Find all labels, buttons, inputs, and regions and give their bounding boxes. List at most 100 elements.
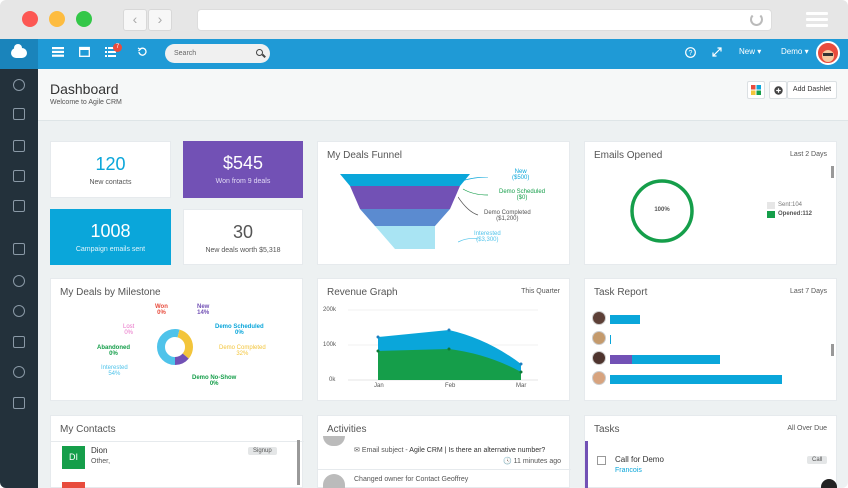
analytics-icon[interactable] [13,397,25,409]
contact-row[interactable]: DI Dion Other, Signup [59,446,297,476]
stat-value: 30 [232,222,254,242]
contact-tag[interactable]: Signup [248,447,277,455]
activities-dashlet: Activities ✉ Email subject - Agile CRM |… [317,415,571,488]
campaigns-icon[interactable] [13,243,25,255]
task-report-row[interactable] [592,311,822,325]
revenue-graph-dashlet: Revenue Graph This Quarter 200k 100k 0k … [317,278,570,401]
address-bar[interactable] [197,9,772,31]
dashlet-title: My Deals by Milestone [60,287,161,298]
reports-icon[interactable] [13,336,25,348]
stat-value: 1008 [90,221,131,241]
task-person[interactable]: Francois [615,467,642,474]
contacts-icon[interactable] [13,79,25,91]
task-report-row[interactable] [592,331,822,345]
task-checkbox[interactable] [597,456,606,465]
minimize-window-button[interactable] [49,11,65,27]
documents-icon[interactable] [13,200,25,212]
social-icon[interactable] [13,275,25,287]
y-tick-200k: 200k [323,307,337,313]
grid-color-icon [751,85,761,95]
calendar-icon[interactable] [79,46,90,57]
dashlet-title: Tasks [594,424,620,435]
slice-demo-completed[interactable] [157,329,193,365]
scrollbar[interactable] [831,166,834,178]
x-tick-jan: Jan [374,383,384,389]
legend-opened: Opened:112 [778,211,813,217]
milestone-label-demo-scheduled: Demo Scheduled 0% [215,324,264,336]
bar-completed[interactable] [610,315,640,324]
won-deals-tile[interactable]: $545 Won from 9 deals [183,141,303,198]
maximize-window-button[interactable] [76,11,92,27]
dashboard-switcher-button[interactable] [747,81,765,99]
search-icon[interactable] [256,49,263,56]
new-contacts-tile[interactable]: 120 New contacts [50,141,171,198]
funnel-stage-interested[interactable] [375,226,435,249]
activity-text[interactable]: Changed owner for Contact Geoffrey [354,476,469,483]
emails-donut [630,179,694,243]
companies-icon[interactable] [13,108,25,120]
contact-name[interactable]: Dion [91,446,108,455]
task-report-row[interactable] [592,351,822,365]
new-menu-button[interactable]: New ▾ [739,47,762,56]
sidebar [0,69,38,488]
reload-icon[interactable] [750,13,763,26]
help-icon[interactable]: ? [685,47,696,58]
x-tick-feb: Feb [445,383,456,389]
funnel-stage-demo-completed[interactable] [350,186,460,209]
task-name[interactable]: Call for Demo [615,455,664,464]
chat-widget-button[interactable] [821,479,837,488]
add-icon-button[interactable] [769,81,787,99]
settings-icon[interactable] [13,366,25,378]
task-report-row[interactable] [592,371,822,385]
bar-completed[interactable] [610,375,782,384]
y-tick-0k: 0k [329,377,336,383]
bar-completed[interactable] [632,355,720,364]
scrollbar[interactable] [297,440,300,485]
app-logo[interactable] [0,39,38,69]
funnel-chart [340,174,470,249]
search-input[interactable]: Search [165,44,270,63]
deals-funnel-dashlet: My Deals Funnel New ($500) Demo Scheduled… [317,141,570,265]
cases-icon[interactable] [13,170,25,182]
expand-icon[interactable] [712,47,722,57]
bar-completed[interactable] [610,335,611,344]
bar-pending[interactable] [610,355,632,364]
funnel-stage-demo-scheduled[interactable] [360,209,450,226]
legend-swatch-opened [767,211,775,218]
task-tag: Call [807,456,828,464]
revenue-area-chart [348,309,538,381]
series-area-green[interactable] [378,349,521,380]
tasks-icon[interactable] [105,47,116,57]
forward-button[interactable]: › [148,9,172,31]
dashlet-range: Last 7 Days [790,288,827,295]
deals-icon[interactable] [13,140,25,152]
new-deals-tile[interactable]: 30 New deals worth $5,318 [183,209,303,265]
back-button[interactable]: ‹ [123,9,147,31]
my-contacts-dashlet: My Contacts DI Dion Other, Signup [50,415,304,488]
search-placeholder: Search [174,50,197,57]
scrollbar[interactable] [831,344,834,356]
user-avatar[interactable] [816,41,840,65]
milestone-label-abandoned: Abandoned 0% [97,345,130,357]
add-dashlet-button[interactable]: Add Dashlet [787,81,837,99]
milestone-dashlet: My Deals by Milestone Won 0% New 14% Lost 0… [50,278,303,401]
web-icon[interactable] [13,305,25,317]
activity-text[interactable]: ✉ Email subject - Agile CRM | Is there a… [354,447,546,454]
funnel-stage-new[interactable] [340,174,470,186]
dashlet-range: Last 2 Days [790,151,827,158]
campaign-emails-tile[interactable]: 1008 Campaign emails sent [50,209,171,265]
slice-new[interactable] [157,329,193,365]
history-icon[interactable] [137,47,147,57]
user-menu-button[interactable]: Demo ▾ [781,47,809,56]
tasks-dashlet: Tasks All Over Due Call for Demo Francoi… [584,415,837,488]
browser-menu-icon[interactable] [806,12,828,28]
list-view-icon[interactable] [52,47,64,57]
close-window-button[interactable] [22,11,38,27]
user-avatar [592,331,606,345]
milestone-label-demo-completed: Demo Completed 32% [219,345,266,357]
dashlet-range: This Quarter [521,288,560,295]
activity-avatar [323,474,345,488]
contact-initials-next [62,482,85,488]
plus-circle-icon [773,86,783,95]
